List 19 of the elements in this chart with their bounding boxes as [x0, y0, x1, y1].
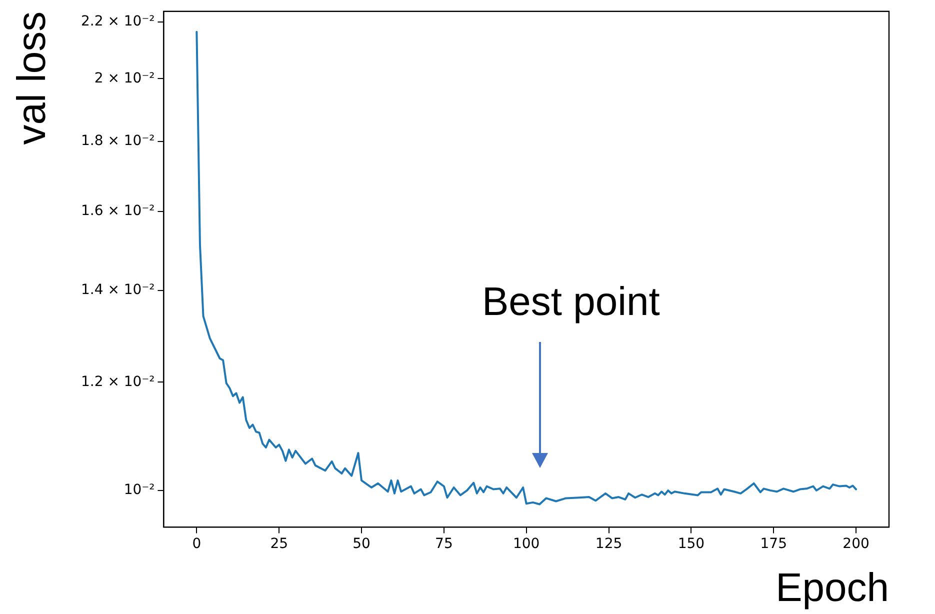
y-tick-label: 1.4 × 10⁻²: [80, 282, 155, 298]
y-tick-label: 2 × 10⁻²: [94, 70, 155, 86]
y-axis-title: val loss: [10, 11, 54, 145]
x-tick-label: 75: [435, 536, 453, 552]
y-tick-label: 10⁻²: [124, 482, 155, 498]
y-tick-label: 1.8 × 10⁻²: [80, 132, 155, 149]
y-tick-label: 1.6 × 10⁻²: [80, 202, 155, 219]
y-tick-label: 1.2 × 10⁻²: [80, 374, 155, 390]
x-tick-label: 150: [678, 536, 705, 552]
x-tick-label: 0: [192, 536, 202, 552]
x-tick-label: 200: [842, 536, 870, 552]
x-tick-label: 100: [512, 536, 540, 552]
x-tick-label: 50: [352, 536, 370, 552]
annotation: Best point: [482, 280, 660, 325]
x-axis-title: Epoch: [776, 566, 889, 610]
x-tick-label: 175: [760, 536, 787, 552]
y-tick-label: 2.2 × 10⁻²: [80, 14, 155, 30]
x-tick-label: 125: [595, 536, 622, 552]
x-tick-label: 25: [270, 536, 288, 552]
